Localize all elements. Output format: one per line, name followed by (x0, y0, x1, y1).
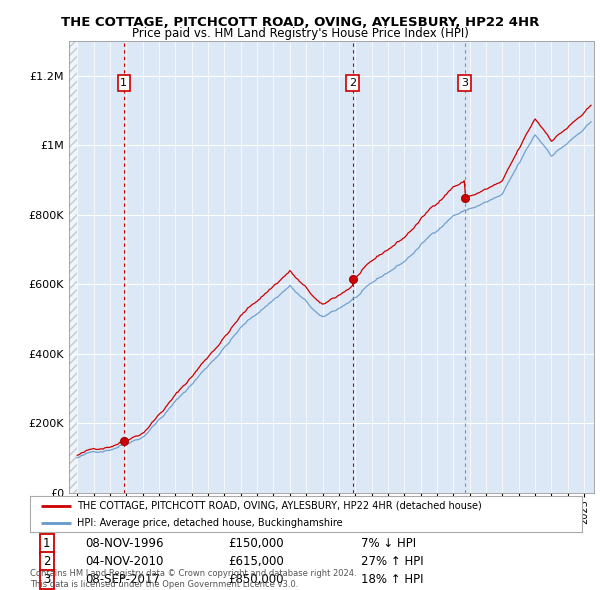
Text: Contains HM Land Registry data © Crown copyright and database right 2024.
This d: Contains HM Land Registry data © Crown c… (30, 569, 356, 589)
Text: 08-NOV-1996: 08-NOV-1996 (85, 537, 164, 550)
Text: 3: 3 (43, 573, 50, 586)
Text: 27% ↑ HPI: 27% ↑ HPI (361, 555, 424, 568)
Text: 3: 3 (461, 78, 468, 88)
Text: 04-NOV-2010: 04-NOV-2010 (85, 555, 164, 568)
Text: 1: 1 (43, 537, 50, 550)
Text: £850,000: £850,000 (229, 573, 284, 586)
Text: 7% ↓ HPI: 7% ↓ HPI (361, 537, 416, 550)
Bar (69, 41, 77, 493)
Text: THE COTTAGE, PITCHCOTT ROAD, OVING, AYLESBURY, HP22 4HR: THE COTTAGE, PITCHCOTT ROAD, OVING, AYLE… (61, 16, 539, 29)
Text: 2: 2 (43, 555, 50, 568)
Text: 18% ↑ HPI: 18% ↑ HPI (361, 573, 424, 586)
Text: 2: 2 (349, 78, 356, 88)
Text: HPI: Average price, detached house, Buckinghamshire: HPI: Average price, detached house, Buck… (77, 517, 343, 527)
Text: Price paid vs. HM Land Registry's House Price Index (HPI): Price paid vs. HM Land Registry's House … (131, 27, 469, 40)
Text: THE COTTAGE, PITCHCOTT ROAD, OVING, AYLESBURY, HP22 4HR (detached house): THE COTTAGE, PITCHCOTT ROAD, OVING, AYLE… (77, 501, 482, 511)
Text: £150,000: £150,000 (229, 537, 284, 550)
Text: 08-SEP-2017: 08-SEP-2017 (85, 573, 160, 586)
Text: 1: 1 (120, 78, 127, 88)
Text: £615,000: £615,000 (229, 555, 284, 568)
